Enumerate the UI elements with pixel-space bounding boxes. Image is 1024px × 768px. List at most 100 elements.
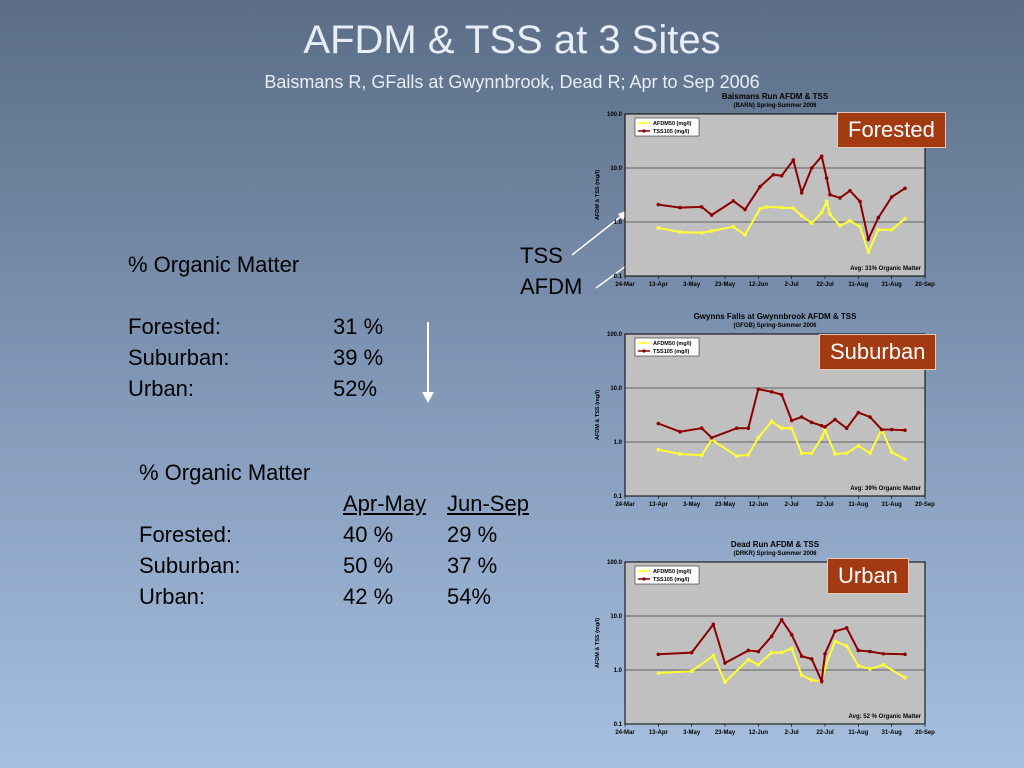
tss-point: [656, 652, 661, 657]
x-tick-label: 23-May: [715, 502, 736, 508]
chart-title: Baismans Run AFDM & TSS: [722, 92, 829, 101]
legend-label: AFDM50 (mg/l): [653, 121, 692, 127]
afdm-line: [658, 198, 906, 255]
tss-point: [866, 237, 871, 242]
spring-percent: 40 %: [343, 522, 394, 547]
x-tick-label: 13-Apr: [649, 502, 669, 508]
site-label: Urban:: [139, 584, 206, 609]
afdm-point: [866, 250, 871, 254]
legend-label: AFDM50 (mg/l): [653, 341, 692, 347]
tss-point: [758, 184, 762, 189]
tss-point: [723, 661, 727, 665]
chart-subtitle: (BARN) Spring-Summer 2006: [733, 103, 817, 109]
afdm-point: [823, 427, 827, 432]
summer-percent: 54%: [447, 584, 492, 609]
tss-point: [799, 654, 804, 659]
y-tick-label: 0.1: [614, 494, 623, 500]
x-tick-label: 22-Jul: [816, 282, 834, 288]
afdm-point: [678, 230, 682, 234]
chart-subtitle: (GFGB) Spring-Summer 2006: [733, 323, 817, 329]
tss-point: [823, 651, 827, 656]
summary-heading: % Organic Matter: [128, 252, 300, 277]
tss-point: [699, 426, 704, 431]
afdm-point: [734, 454, 739, 458]
tss-point: [844, 426, 849, 431]
tss-point: [789, 418, 794, 423]
afdm-point: [789, 646, 794, 651]
afdm-point: [678, 452, 682, 456]
tss-point: [903, 428, 907, 433]
afdm-point: [711, 653, 716, 658]
afdm-point: [833, 452, 837, 456]
tss-point: [809, 420, 814, 425]
tss-point: [844, 626, 849, 630]
legend-label: TSS105 (mg/l): [653, 349, 690, 355]
afdm-point: [856, 444, 861, 448]
afdm-point: [903, 216, 907, 221]
tss-pointer-label: TSS: [520, 243, 563, 268]
x-tick-label: 20-Sep: [915, 730, 935, 736]
chart-subtitle: (DRKR) Spring-Summer 2006: [733, 551, 817, 557]
afdm-point: [876, 227, 881, 232]
tss-point: [656, 202, 661, 207]
afdm-point: [743, 232, 747, 237]
tss-point: [709, 435, 714, 440]
tss-point: [756, 649, 761, 654]
y-tick-label: 100.0: [607, 332, 623, 338]
tss-point: [779, 173, 784, 178]
afdm-point: [779, 650, 784, 655]
tss-point: [779, 618, 784, 622]
site-label: Suburban:: [128, 345, 230, 370]
tss-point: [678, 429, 682, 434]
afdm-point: [809, 221, 814, 226]
site-badge-suburban: Suburban: [819, 334, 937, 370]
afdm-point: [858, 224, 862, 229]
y-axis-label: AFDM & TSS (mg/l): [595, 170, 601, 220]
tss-point: [838, 196, 842, 200]
slide-subtitle: Baismans R, GFalls at Gwynnbrook, Dead R…: [264, 72, 760, 92]
x-tick-label: 3-May: [683, 282, 701, 288]
site-badge-urban: Urban: [827, 558, 909, 594]
afdm-point: [844, 644, 849, 648]
x-tick-label: 20-Sep: [915, 502, 935, 508]
x-tick-label: 2-Jul: [785, 282, 799, 288]
tss-point: [799, 190, 804, 195]
tss-point: [819, 154, 824, 159]
afdm-point: [838, 224, 842, 228]
chart-annotation: Avg: 39% Organic Matter: [850, 486, 921, 492]
x-tick-label: 3-May: [683, 730, 701, 736]
tss-point: [799, 415, 804, 419]
site-label: Suburban:: [139, 553, 241, 578]
afdm-point: [889, 450, 894, 454]
x-tick-label: 11-Aug: [848, 730, 868, 736]
afdm-point: [791, 206, 796, 211]
tss-point: [823, 425, 827, 429]
afdm-point: [769, 650, 774, 655]
afdm-point: [844, 451, 849, 456]
afdm-point: [746, 657, 751, 662]
afdm-point: [828, 212, 832, 216]
x-tick-label: 11-Aug: [848, 282, 868, 288]
legend-marker: [642, 129, 646, 133]
x-tick-label: 24-Mar: [615, 282, 635, 288]
legend-marker: [642, 341, 646, 345]
tss-point: [868, 649, 872, 654]
col-header-apr-may: Apr-May: [343, 491, 427, 516]
tss-point: [819, 679, 824, 684]
x-tick-label: 2-Jul: [785, 502, 799, 508]
tss-point: [709, 213, 714, 217]
tss-point: [689, 650, 694, 655]
afdm-point: [731, 224, 736, 229]
afdm-point: [848, 219, 852, 223]
afdm-point: [809, 678, 814, 682]
legend-box: [634, 117, 700, 137]
afdm-point: [819, 210, 824, 215]
afdm-point: [799, 214, 804, 218]
afdm-point: [799, 673, 804, 678]
tss-point: [858, 199, 862, 204]
x-tick-label: 13-Apr: [649, 730, 669, 736]
tss-point: [879, 427, 884, 432]
tss-point: [824, 176, 829, 180]
tss-point: [819, 423, 824, 428]
afdm-pointer-label: AFDM: [520, 274, 583, 299]
